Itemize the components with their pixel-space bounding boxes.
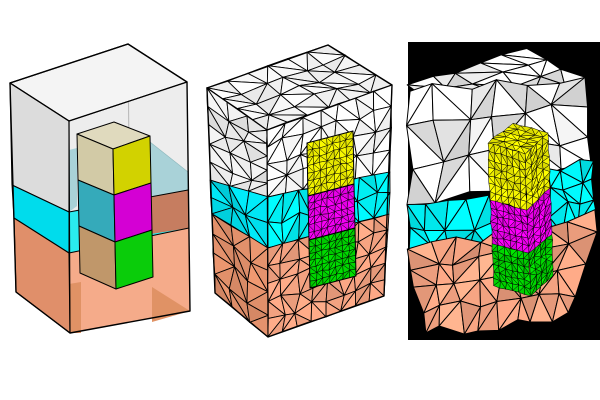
mesh-box-front-vertical-edge: [266, 129, 269, 338]
surface-triangle-mesh: [206, 44, 393, 338]
clipped-tetrahedral-mesh: [406, 42, 600, 340]
box-silhouette: [9, 43, 191, 334]
clip-cube-magenta-right: [526, 187, 553, 254]
mesh-box-silhouette: [206, 44, 393, 338]
clip-cube-yellow-front: [488, 142, 528, 211]
solid-geometry-model: [9, 43, 191, 334]
clip-cube-magenta-front: [489, 200, 530, 254]
clip-cube-green-right: [528, 234, 554, 297]
mesh-left-cyan: [209, 179, 269, 249]
box-front-vertical-edge: [68, 120, 71, 334]
mesh-top-face: [206, 44, 393, 131]
clip-white-front: [406, 76, 592, 206]
mesh-green-patch: [308, 227, 357, 289]
inner-tan-floor-right: [151, 190, 189, 234]
inner-bottom-shade-left: [69, 282, 81, 333]
mesh-yellow-patch: [306, 130, 355, 197]
clip-cube-green-front: [491, 243, 532, 297]
mesh-green-patch-outline: [308, 227, 357, 289]
clip-cube-yellow-right: [524, 133, 551, 211]
inner-cyan-floor-left: [69, 148, 77, 212]
mesh-magenta-patch: [307, 183, 356, 241]
column-green-front: [114, 229, 154, 290]
